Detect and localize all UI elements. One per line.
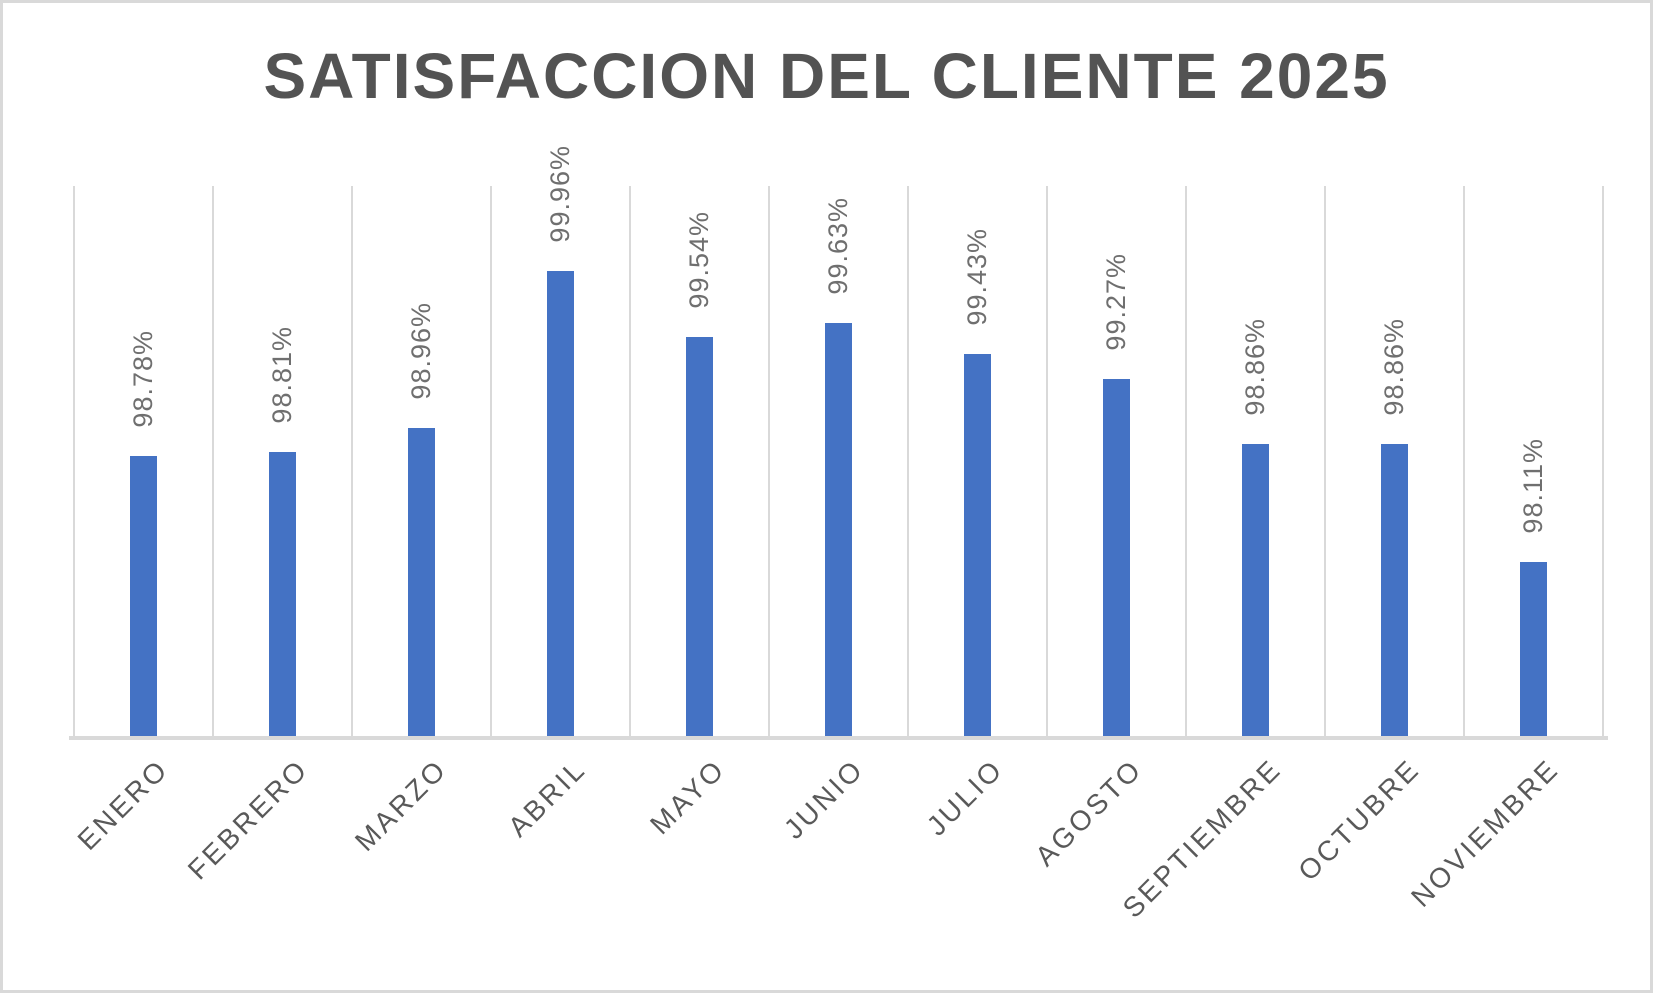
bar-septiembre <box>1242 444 1269 736</box>
category-gridline <box>1324 186 1326 736</box>
bar-agosto <box>1103 379 1130 736</box>
category-label: ABRIL <box>502 753 592 843</box>
bar-mayo <box>686 337 713 736</box>
x-axis-line <box>69 736 1608 740</box>
category-gridline <box>351 186 353 736</box>
category-gridline <box>490 186 492 736</box>
data-label: 99.43% <box>962 228 993 326</box>
data-label: 98.86% <box>1240 318 1271 416</box>
category-gridline <box>629 186 631 736</box>
category-label: AGOSTO <box>1028 753 1148 873</box>
data-label: 99.54% <box>684 211 715 309</box>
data-label: 98.81% <box>267 326 298 424</box>
bar-abril <box>547 271 574 736</box>
category-label: FEBRERO <box>181 753 314 886</box>
data-label: 98.86% <box>1379 318 1410 416</box>
bar-noviembre <box>1520 562 1547 736</box>
data-label: 99.27% <box>1101 253 1132 351</box>
data-label: 98.96% <box>406 302 437 400</box>
data-label: 98.11% <box>1518 438 1549 534</box>
category-label: JULIO <box>920 753 1009 842</box>
category-gridline <box>907 186 909 736</box>
bar-marzo <box>408 428 435 736</box>
category-label: ENERO <box>71 753 175 856</box>
category-gridline <box>768 186 770 736</box>
data-label: 98.78% <box>128 330 159 428</box>
bar-julio <box>964 354 991 736</box>
category-label: MARZO <box>348 753 453 858</box>
category-gridline <box>1185 186 1187 736</box>
bar-junio <box>825 323 852 736</box>
data-label: 99.96% <box>545 145 576 243</box>
category-label: NOVIEMBRE <box>1405 753 1565 913</box>
category-label: JUNIO <box>777 753 870 845</box>
category-label: OCTUBRE <box>1292 753 1426 887</box>
plot-area: 98.78% 98.81% 98.96% 99.96% 99.54% 99.63% 99.4… <box>69 145 1608 740</box>
category-gridline <box>1463 186 1465 736</box>
chart-title: SATISFACCION DEL CLIENTE 2025 <box>263 40 1390 112</box>
data-label: 99.63% <box>823 197 854 295</box>
category-gridline <box>1046 186 1048 736</box>
bar-octubre <box>1381 444 1408 736</box>
category-gridline <box>1602 186 1604 736</box>
bar-febrero <box>269 452 296 736</box>
category-gridline <box>73 186 75 736</box>
bar-enero <box>130 456 157 736</box>
category-gridline <box>212 186 214 736</box>
category-label: MAYO <box>643 753 731 841</box>
